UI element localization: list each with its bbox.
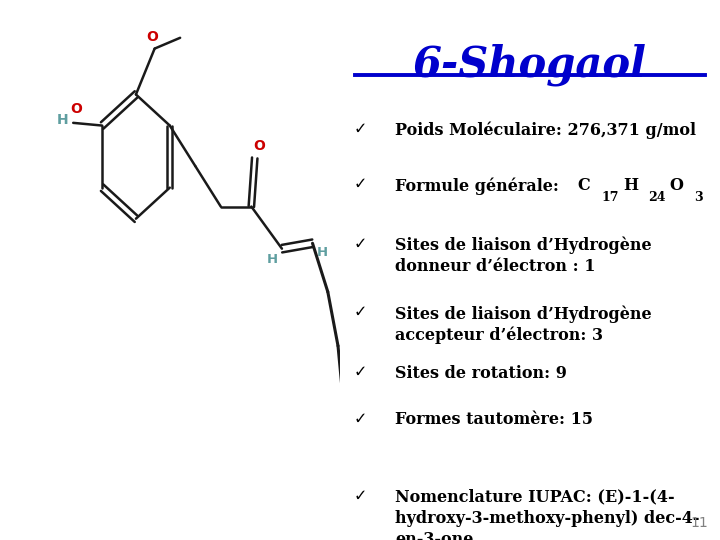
Text: H: H bbox=[267, 253, 278, 266]
Text: ✓: ✓ bbox=[354, 411, 367, 427]
Text: ✓: ✓ bbox=[354, 305, 367, 320]
Text: O: O bbox=[253, 139, 265, 153]
Text: Formule générale:: Formule générale: bbox=[395, 177, 564, 194]
Text: ✓: ✓ bbox=[354, 489, 367, 504]
Text: 3: 3 bbox=[695, 191, 703, 204]
Text: Nomenclature IUPAC: (E)-1-(4-
hydroxy-3-methoxy-phenyl) dec-4-
en-3-one: Nomenclature IUPAC: (E)-1-(4- hydroxy-3-… bbox=[395, 489, 699, 540]
Text: O: O bbox=[670, 177, 684, 194]
Text: Poids Moléculaire: 276,371 g/mol: Poids Moléculaire: 276,371 g/mol bbox=[395, 122, 696, 139]
Text: C: C bbox=[577, 177, 590, 194]
Text: 24: 24 bbox=[648, 191, 665, 204]
Text: ✓: ✓ bbox=[354, 177, 367, 192]
Text: O: O bbox=[146, 30, 158, 44]
Text: Sites de liaison d’Hydrogène
accepteur d’électron: 3: Sites de liaison d’Hydrogène accepteur d… bbox=[395, 305, 652, 344]
Text: Sites de liaison d’Hydrogène
donneur d’électron : 1: Sites de liaison d’Hydrogène donneur d’é… bbox=[395, 237, 652, 275]
Text: Sites de rotation: 9: Sites de rotation: 9 bbox=[395, 364, 567, 381]
Text: H: H bbox=[57, 113, 69, 127]
Text: H: H bbox=[317, 246, 328, 260]
Text: 17: 17 bbox=[601, 191, 618, 204]
Text: ✓: ✓ bbox=[354, 122, 367, 137]
Text: H: H bbox=[623, 177, 638, 194]
Text: 11: 11 bbox=[691, 516, 708, 530]
Text: ✓: ✓ bbox=[354, 237, 367, 252]
Text: Formes tautomère: 15: Formes tautomère: 15 bbox=[395, 411, 593, 428]
Text: 6-Shogaol: 6-Shogaol bbox=[413, 43, 647, 86]
Text: ✓: ✓ bbox=[354, 364, 367, 380]
Text: O: O bbox=[71, 103, 83, 116]
